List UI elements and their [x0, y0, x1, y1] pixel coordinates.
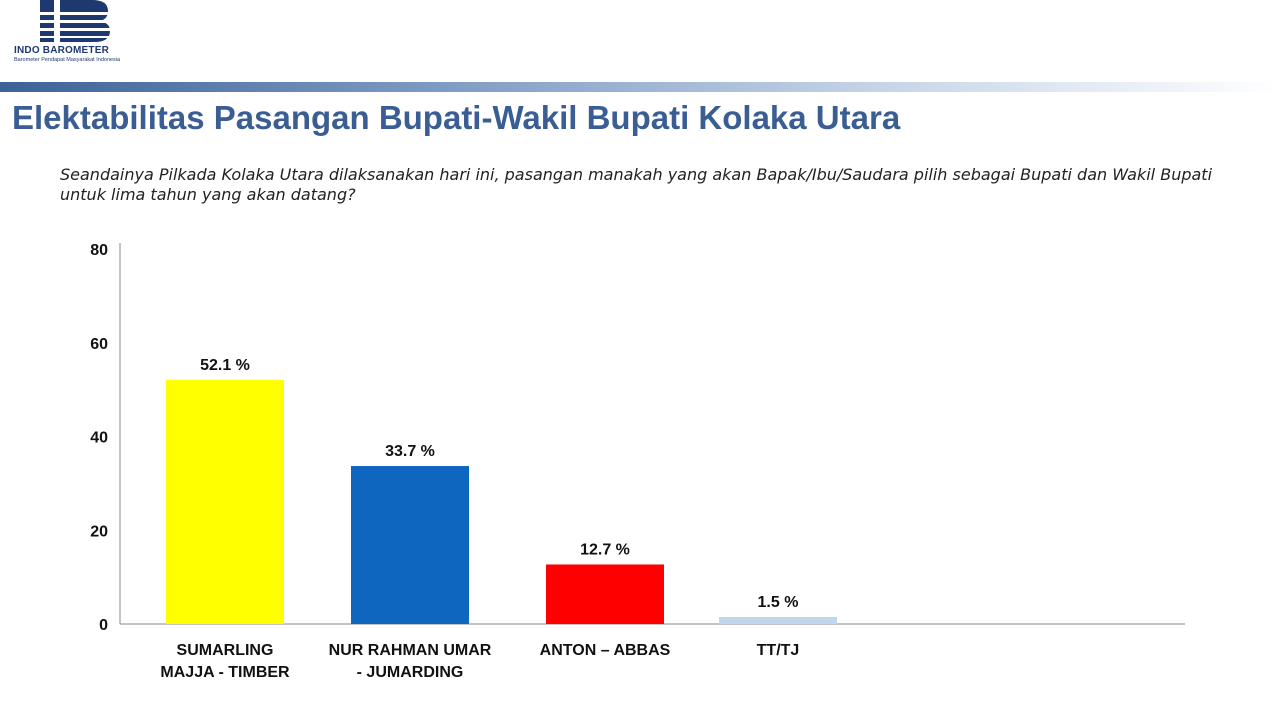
category-label-line: TT/TJ	[757, 642, 800, 659]
bar-chart: 0 20 40 60 80 52.1 % SUMARLING MAJJA - TIMBER 33…	[90, 242, 1185, 681]
data-label-4: 1.5 %	[758, 594, 799, 611]
y-tick-label-20: 20	[90, 523, 108, 540]
category-label-line: ANTON – ABBAS	[540, 642, 671, 659]
category-label-line: NUR RAHMAN UMAR	[329, 642, 492, 659]
category-label-1: SUMARLING MAJJA - TIMBER	[160, 642, 290, 681]
category-label-line: - JUMARDING	[357, 664, 464, 681]
bar-3	[546, 564, 664, 624]
y-tick-label-40: 40	[90, 430, 108, 447]
category-label-line: MAJJA - TIMBER	[160, 664, 290, 681]
bar-1	[166, 379, 284, 624]
header-gradient-band	[0, 82, 1280, 92]
indo-barometer-logo-icon	[40, 0, 110, 42]
category-label-line: SUMARLING	[177, 642, 274, 659]
data-label-1: 52.1 %	[200, 357, 250, 374]
logo-name: INDO BAROMETER	[14, 45, 110, 56]
y-tick-label-60: 60	[90, 336, 108, 353]
y-tick-label-80: 80	[90, 242, 108, 259]
data-label-3: 12.7 %	[580, 541, 630, 558]
y-tick-label-0: 0	[99, 617, 108, 634]
bar-4	[719, 616, 837, 624]
data-label-2: 33.7 %	[385, 443, 435, 460]
category-label-3: ANTON – ABBAS	[540, 642, 671, 659]
page-title: Elektabilitas Pasangan Bupati-Wakil Bupa…	[12, 99, 901, 136]
logo-tagline: Barometer Pendapat Masyarakat Indonesia	[14, 57, 121, 63]
bar-2	[351, 466, 469, 624]
indo-barometer-logo: INDO BAROMETER Barometer Pendapat Masyar…	[14, 0, 139, 66]
category-label-2: NUR RAHMAN UMAR - JUMARDING	[329, 642, 492, 681]
category-label-4: TT/TJ	[757, 642, 800, 659]
survey-question: Seandainya Pilkada Kolaka Utara dilaksan…	[60, 165, 1213, 204]
